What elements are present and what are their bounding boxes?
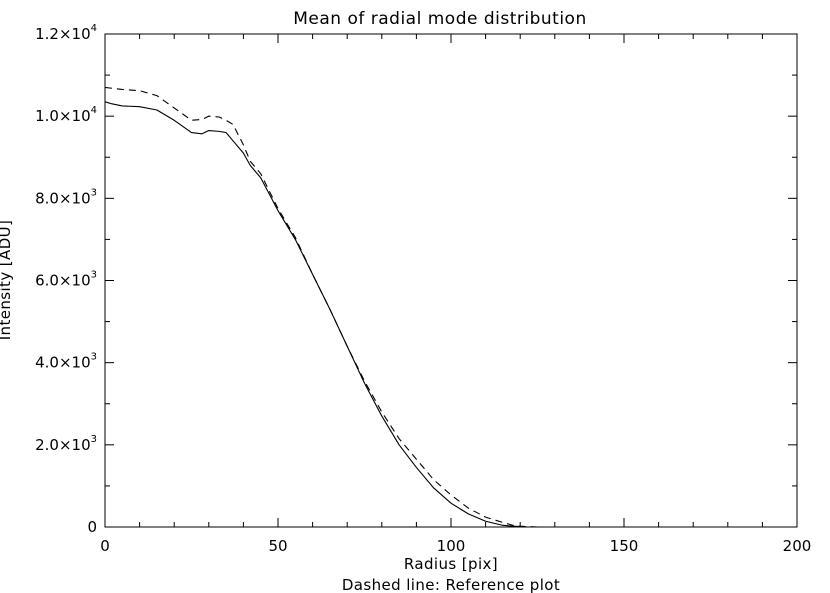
axis-tick-labels: 0 50 100 150 20002.0×1034.0×1036.0×1038.0×10…	[35, 23, 811, 555]
y-tick-exponent: 3	[91, 270, 97, 281]
chart-title: Mean of radial mode distribution	[293, 9, 586, 29]
y-tick-exponent: 3	[91, 434, 97, 445]
x-axis-label: Radius [pix]	[404, 555, 498, 573]
y-tick-label: 1.2×104	[35, 23, 97, 43]
axis-ticks	[104, 33, 798, 528]
y-tick-exponent: 4	[91, 23, 97, 34]
y-tick-mantissa: 1.2×10	[35, 25, 91, 43]
y-tick-mantissa: 6.0×10	[35, 272, 91, 290]
y-tick-label: 2.0×103	[35, 434, 97, 454]
y-tick-exponent: 4	[91, 105, 97, 116]
y-tick-label: 4.0×103	[35, 352, 97, 372]
chart-subtitle: Dashed line: Reference plot	[342, 576, 560, 593]
x-tick-label: 200	[783, 537, 812, 555]
y-tick-label: 1.0×104	[35, 105, 97, 125]
x-tick-label: 150	[610, 537, 639, 555]
y-axis-label: Intensity [ADU]	[0, 220, 14, 341]
x-tick-label: 0	[100, 537, 110, 555]
x-tick-label: 100	[437, 537, 466, 555]
plot-frame	[104, 33, 798, 528]
series-layer	[104, 86, 746, 528]
y-tick-label: 0	[87, 518, 97, 536]
series-line-dashed	[104, 86, 746, 528]
y-tick-exponent: 3	[91, 187, 97, 198]
series-line-solid	[104, 101, 746, 528]
y-tick-mantissa: 2.0×10	[35, 436, 91, 454]
y-tick-mantissa: 8.0×10	[35, 189, 91, 207]
x-tick-label: 50	[268, 537, 287, 555]
y-tick-label: 6.0×103	[35, 270, 97, 290]
y-tick-label: 8.0×103	[35, 187, 97, 207]
y-tick-mantissa: 1.0×10	[35, 107, 91, 125]
y-tick-mantissa: 0	[87, 518, 97, 536]
y-tick-mantissa: 4.0×10	[35, 354, 91, 372]
y-tick-exponent: 3	[91, 352, 97, 363]
